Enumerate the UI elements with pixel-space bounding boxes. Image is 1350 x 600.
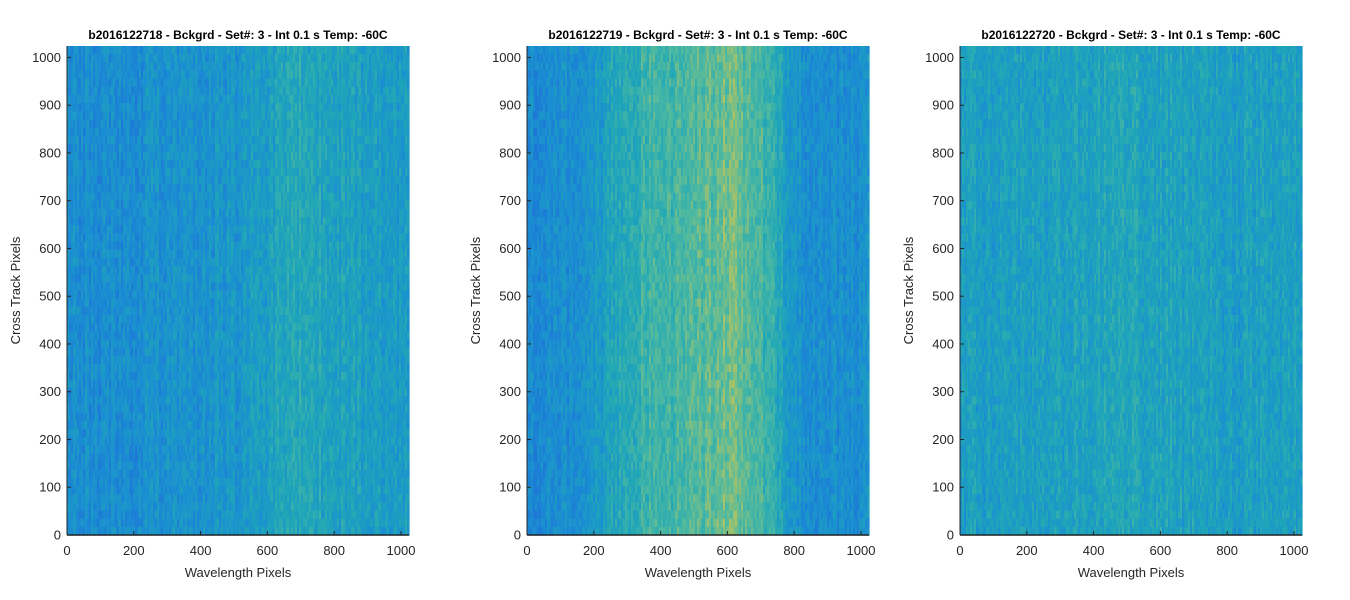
heatmap-panel-1: 0 200 400 600 800 100001002003004005006007008… (8, 28, 415, 580)
heatmap-cells (67, 46, 410, 536)
